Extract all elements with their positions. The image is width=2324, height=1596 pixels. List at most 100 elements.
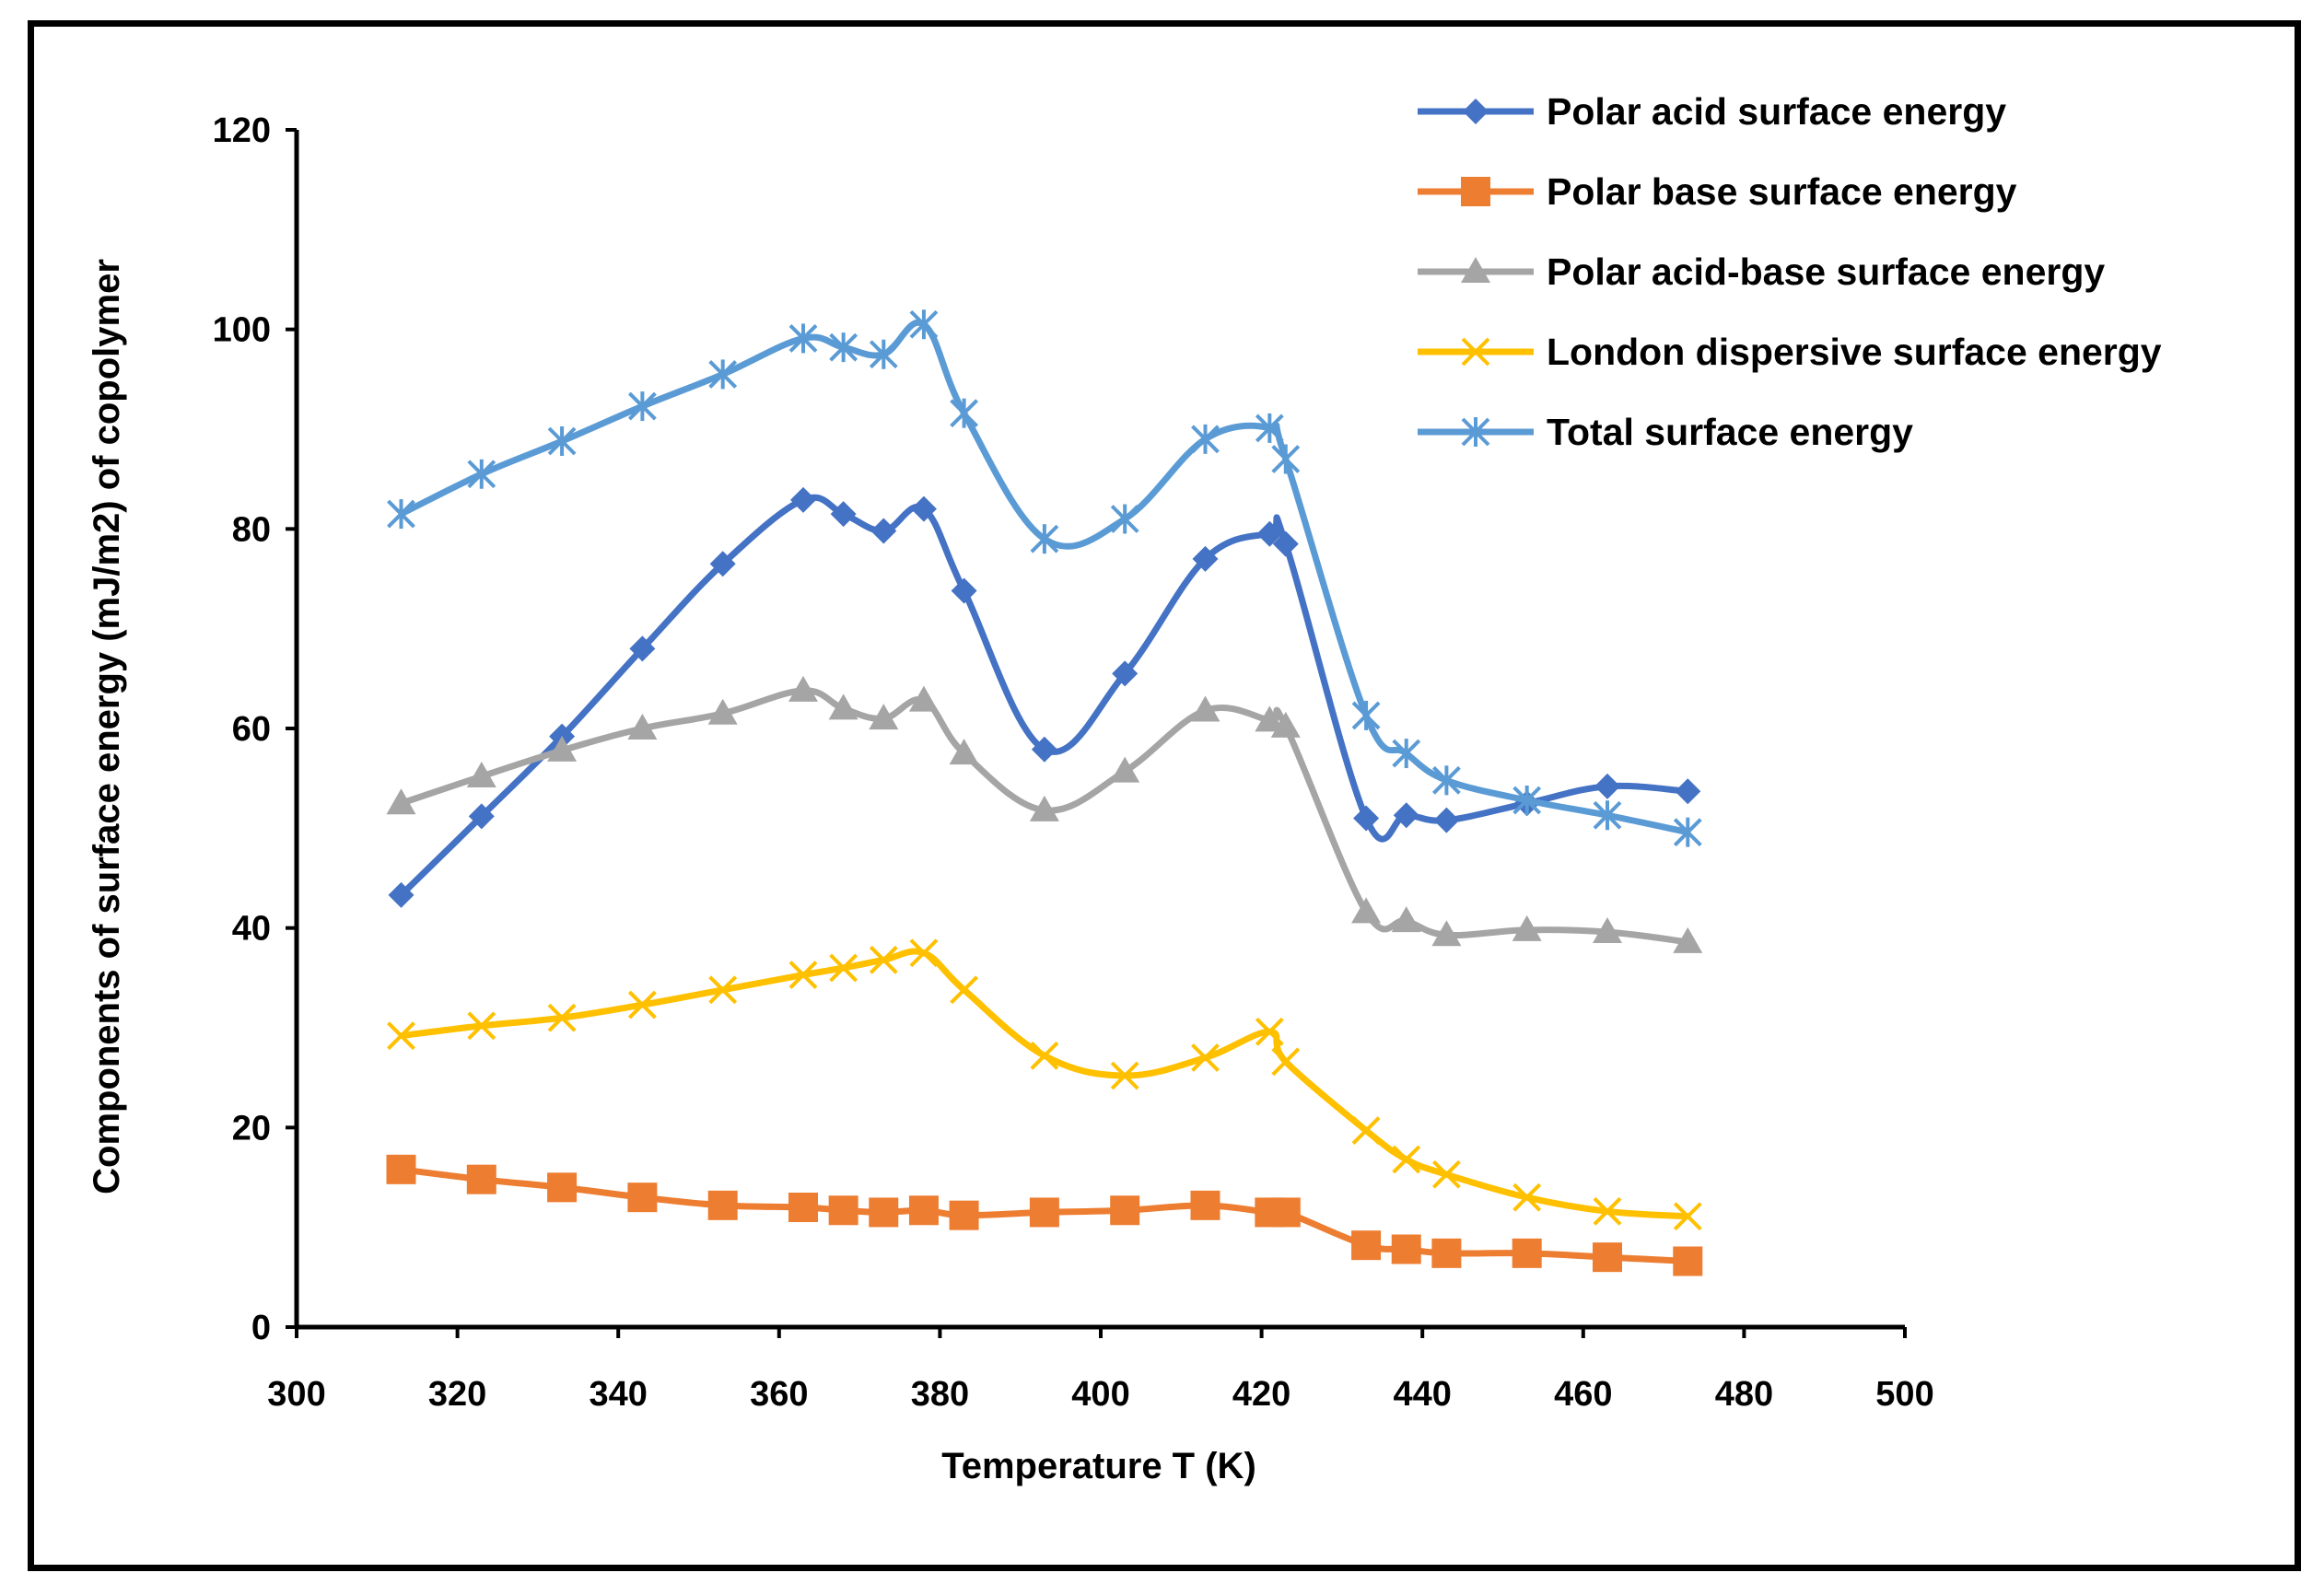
data-point [707,698,738,725]
data-point [1675,778,1701,805]
data-point [1431,920,1462,947]
data-point [1256,520,1283,547]
legend-label: Polar base surface energy [1547,170,2017,213]
x-tick-label: 500 [1875,1375,1933,1414]
x-tick-label: 340 [589,1375,647,1414]
data-point [1110,756,1140,783]
data-point [1030,524,1059,554]
series-3 [386,675,1703,953]
data-point [1110,1061,1139,1090]
data-point [627,1182,658,1213]
data-point [1353,805,1380,832]
data-point [1030,1041,1059,1070]
series-1 [388,486,1701,908]
y-tick-label: 60 [232,710,271,749]
data-point [627,990,657,1019]
x-tick-label: 440 [1393,1375,1451,1414]
data-point [950,398,979,428]
legend-label: Polar acid-base surface energy [1547,250,2105,293]
data-point [1255,1017,1284,1046]
data-point [1393,802,1419,829]
data-point [908,1195,939,1226]
data-point [467,459,496,489]
data-point [788,323,818,354]
y-tick-label: 120 [213,111,271,150]
legend-item: Polar acid surface energy [1418,90,2006,133]
data-point [1271,444,1301,474]
data-point [1673,926,1703,953]
data-point [1431,1159,1461,1189]
legend-marker [1461,337,1490,367]
plot-series-group [386,309,1703,1276]
data-point [830,501,857,528]
data-point [1512,786,1542,815]
axes-group: 300 320 340 360 380 400 420 440 460 480 500 0 20 40 60… [213,111,1934,1414]
legend-marker [1461,417,1490,447]
data-point [1110,1195,1140,1226]
data-point [387,1021,415,1051]
data-point [387,499,415,530]
data-point [908,685,939,712]
data-point [788,1193,818,1222]
data-point [1673,817,1702,847]
data-point [707,1190,738,1220]
data-point [951,577,977,604]
data-point [1392,1145,1421,1174]
data-point [1512,1238,1542,1268]
x-tick-label: 480 [1715,1375,1773,1414]
legend-label: Total surface energy [1547,411,1913,453]
legend-item: Polar base surface energy [1418,170,2017,213]
data-point [1191,1043,1220,1072]
data-point [1112,660,1139,687]
data-point [627,714,658,740]
data-point [629,635,656,662]
data-point [869,704,899,730]
x-tick-label: 360 [750,1375,808,1414]
legend-marker [1461,177,1490,206]
data-point [1512,914,1542,941]
data-point [829,953,858,983]
data-point [870,518,897,544]
data-point [1433,807,1460,833]
data-point [1271,1047,1301,1077]
series-line [399,319,1689,836]
data-point [1351,1230,1382,1261]
data-point [1592,1242,1622,1273]
data-point [1512,1182,1542,1212]
y-tick-label: 40 [232,910,271,949]
data-point [466,762,496,787]
legend-item: Total surface energy [1418,411,1913,453]
data-point [1029,1197,1059,1228]
data-point [466,1164,496,1194]
data-point [949,1200,979,1230]
data-point [1351,897,1382,924]
data-point [1031,736,1057,763]
series-line [399,494,1688,898]
data-point [1593,800,1622,831]
data-point [909,938,939,968]
data-point [1391,906,1421,933]
data-point [709,551,736,577]
x-tick-label: 420 [1232,1375,1290,1414]
series-line [401,948,1688,1220]
data-point [1272,530,1299,557]
series-line [400,687,1688,946]
legend-marker [1461,257,1490,283]
data-point [1431,1238,1462,1268]
data-point [547,1172,578,1203]
data-point [547,735,578,762]
data-point [829,332,858,363]
data-point [1673,1202,1702,1231]
data-point [1191,424,1220,454]
data-point [869,945,898,974]
data-point [1270,1197,1301,1228]
data-point [627,391,657,422]
legend-item: London dispersive surface energy [1418,331,2162,373]
data-point [1110,504,1139,534]
data-point [909,309,939,340]
data-point [708,975,738,1005]
data-point [1190,695,1220,722]
legend: Polar acid surface energy Polar base surf… [1418,90,2162,453]
x-tick-label: 320 [428,1375,486,1414]
data-point [1255,413,1284,443]
